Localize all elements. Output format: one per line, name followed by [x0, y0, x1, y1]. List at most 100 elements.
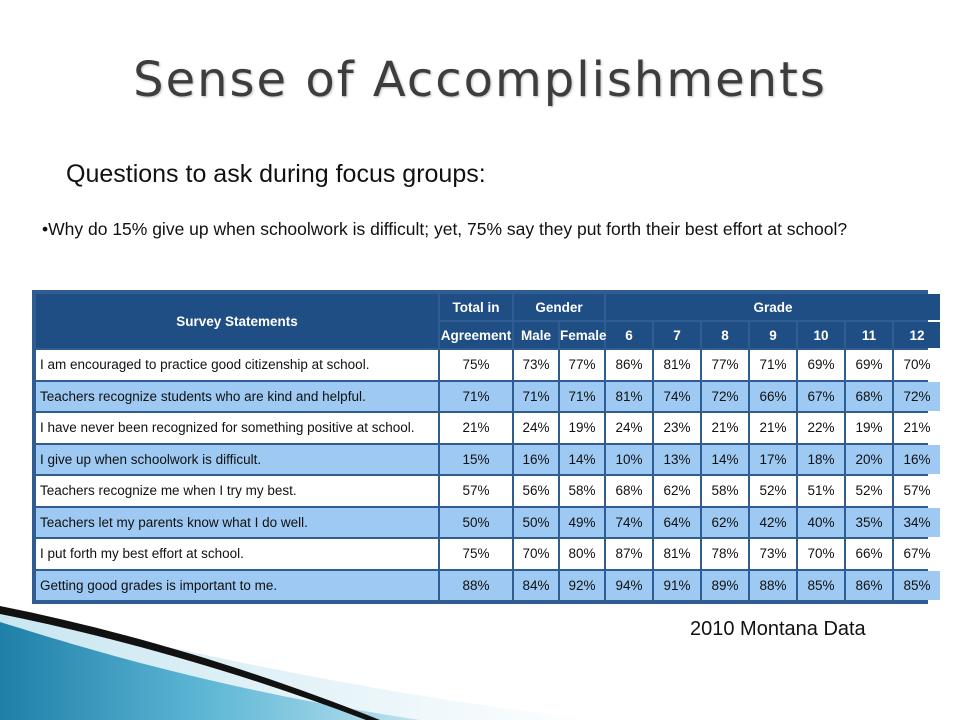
- male-cell: 70%: [514, 539, 558, 569]
- header-grade: Grade: [606, 294, 941, 320]
- header-female: Female: [560, 322, 607, 348]
- table-row: Teachers recognize me when I try my best…: [36, 476, 941, 506]
- total-cell: 75%: [440, 350, 512, 380]
- grade-6-cell: 86%: [606, 350, 653, 380]
- header-grade-12: 12: [894, 322, 941, 348]
- grade-8-cell: 77%: [702, 350, 749, 380]
- grade-11-cell: 35%: [846, 507, 893, 537]
- grade-9-cell: 42%: [750, 507, 797, 537]
- header-grade-9: 9: [750, 322, 797, 348]
- statement-cell: I am encouraged to practice good citizen…: [36, 350, 438, 380]
- grade-7-cell: 91%: [654, 570, 701, 600]
- table-row: Teachers let my parents know what I do w…: [36, 507, 941, 537]
- total-cell: 50%: [440, 507, 512, 537]
- grade-8-cell: 78%: [702, 539, 749, 569]
- header-grade-10: 10: [798, 322, 845, 348]
- grade-12-cell: 85%: [894, 570, 941, 600]
- grade-9-cell: 88%: [750, 570, 797, 600]
- table-row: I put forth my best effort at school. 75%…: [36, 539, 941, 569]
- grade-7-cell: 81%: [654, 350, 701, 380]
- header-grade-8: 8: [702, 322, 749, 348]
- grade-7-cell: 81%: [654, 539, 701, 569]
- female-cell: 77%: [560, 350, 605, 380]
- statement-cell: Teachers recognize students who are kind…: [36, 381, 438, 411]
- grade-8-cell: 89%: [702, 570, 749, 600]
- grade-9-cell: 52%: [750, 476, 797, 506]
- grade-6-cell: 10%: [606, 444, 653, 474]
- total-cell: 75%: [440, 539, 512, 569]
- grade-11-cell: 66%: [846, 539, 893, 569]
- header-gender: Gender: [514, 294, 605, 320]
- header-grade-11: 11: [846, 322, 893, 348]
- male-cell: 50%: [514, 507, 558, 537]
- grade-12-cell: 21%: [894, 413, 941, 443]
- grade-8-cell: 14%: [702, 444, 749, 474]
- grade-9-cell: 17%: [750, 444, 797, 474]
- survey-table-body: I am encouraged to practice good citizen…: [36, 350, 941, 600]
- header-male: Male: [514, 322, 558, 348]
- survey-table: Survey Statements Total in Gender Grade …: [34, 292, 942, 602]
- female-cell: 49%: [560, 507, 605, 537]
- grade-11-cell: 86%: [846, 570, 893, 600]
- grade-7-cell: 23%: [654, 413, 701, 443]
- grade-8-cell: 62%: [702, 507, 749, 537]
- female-cell: 19%: [560, 413, 605, 443]
- statement-cell: Teachers let my parents know what I do w…: [36, 507, 438, 537]
- grade-6-cell: 74%: [606, 507, 653, 537]
- statement-cell: I have never been recognized for somethi…: [36, 413, 438, 443]
- table-row: I have never been recognized for somethi…: [36, 413, 941, 443]
- slide-title: Sense of Accomplishments: [133, 52, 827, 108]
- grade-10-cell: 70%: [798, 539, 845, 569]
- grade-10-cell: 85%: [798, 570, 845, 600]
- grade-12-cell: 72%: [894, 381, 941, 411]
- grade-8-cell: 58%: [702, 476, 749, 506]
- grade-6-cell: 68%: [606, 476, 653, 506]
- bullet-question: •Why do 15% give up when schoolwork is d…: [42, 219, 848, 239]
- statement-cell: I give up when schoolwork is difficult.: [36, 444, 438, 474]
- grade-9-cell: 21%: [750, 413, 797, 443]
- grade-8-cell: 21%: [702, 413, 749, 443]
- grade-10-cell: 22%: [798, 413, 845, 443]
- grade-6-cell: 81%: [606, 381, 653, 411]
- grade-12-cell: 16%: [894, 444, 941, 474]
- grade-10-cell: 51%: [798, 476, 845, 506]
- swoosh-teal-band: [0, 622, 420, 720]
- header-grade-7: 7: [654, 322, 701, 348]
- statement-cell: Getting good grades is important to me.: [36, 570, 438, 600]
- slide-subtitle: Questions to ask during focus groups:: [66, 160, 486, 188]
- male-cell: 16%: [514, 444, 558, 474]
- female-cell: 80%: [560, 539, 605, 569]
- grade-12-cell: 57%: [894, 476, 941, 506]
- grade-12-cell: 67%: [894, 539, 941, 569]
- female-cell: 71%: [560, 381, 605, 411]
- grade-10-cell: 40%: [798, 507, 845, 537]
- header-total-line1: Total in: [440, 294, 512, 320]
- grade-11-cell: 52%: [846, 476, 893, 506]
- male-cell: 24%: [514, 413, 558, 443]
- grade-7-cell: 62%: [654, 476, 701, 506]
- grade-11-cell: 19%: [846, 413, 893, 443]
- grade-9-cell: 71%: [750, 350, 797, 380]
- grade-7-cell: 13%: [654, 444, 701, 474]
- male-cell: 71%: [514, 381, 558, 411]
- female-cell: 58%: [560, 476, 605, 506]
- grade-6-cell: 24%: [606, 413, 653, 443]
- total-cell: 71%: [440, 381, 512, 411]
- female-cell: 92%: [560, 570, 605, 600]
- grade-12-cell: 34%: [894, 507, 941, 537]
- survey-table-frame: Survey Statements Total in Gender Grade …: [32, 290, 941, 604]
- table-row: Getting good grades is important to me. 8…: [36, 570, 941, 600]
- male-cell: 56%: [514, 476, 558, 506]
- swoosh-dark-line: [0, 606, 380, 720]
- header-total-line2: Agreement: [440, 322, 512, 348]
- grade-7-cell: 64%: [654, 507, 701, 537]
- table-row: Teachers recognize students who are kind…: [36, 381, 941, 411]
- statement-cell: Teachers recognize me when I try my best…: [36, 476, 438, 506]
- male-cell: 73%: [514, 350, 558, 380]
- total-cell: 21%: [440, 413, 512, 443]
- grade-11-cell: 20%: [846, 444, 893, 474]
- total-cell: 88%: [440, 570, 512, 600]
- statement-cell: I put forth my best effort at school.: [36, 539, 438, 569]
- female-cell: 14%: [560, 444, 605, 474]
